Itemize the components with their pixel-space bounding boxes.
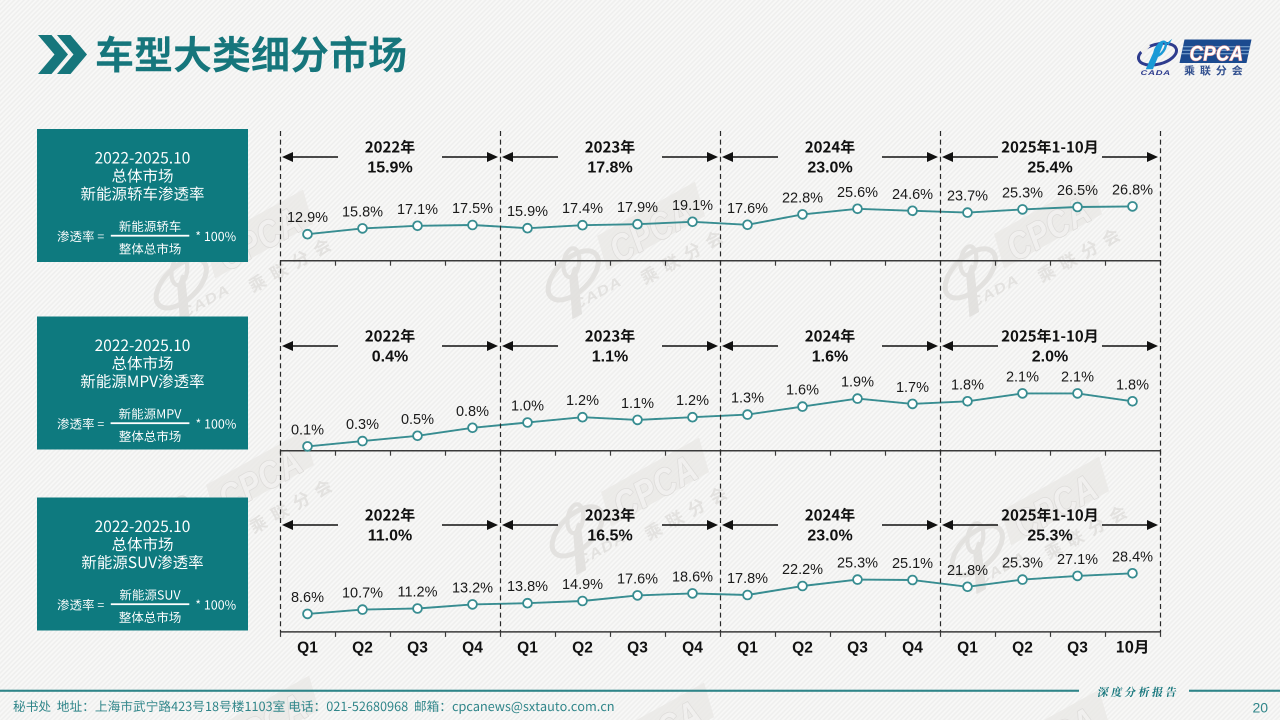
svg-text:17.8%: 17.8%: [727, 571, 768, 587]
svg-text:11.2%: 11.2%: [397, 585, 437, 601]
svg-text:Q1: Q1: [957, 640, 978, 657]
svg-text:17.4%: 17.4%: [562, 201, 603, 217]
svg-text:Q1: Q1: [737, 640, 758, 657]
svg-text:0.3%: 0.3%: [346, 417, 379, 433]
svg-text:Q2: Q2: [572, 640, 593, 657]
svg-text:24.6%: 24.6%: [892, 187, 933, 203]
svg-text:Q4: Q4: [682, 640, 703, 657]
svg-text:1.1%: 1.1%: [592, 349, 628, 366]
svg-text:1.3%: 1.3%: [731, 391, 764, 407]
svg-text:1.1%: 1.1%: [621, 396, 654, 412]
svg-text:1.6%: 1.6%: [812, 349, 848, 366]
svg-text:17.8%: 17.8%: [587, 160, 632, 177]
svg-text:1.0%: 1.0%: [511, 399, 544, 415]
svg-text:Q3: Q3: [847, 640, 868, 657]
svg-text:1.2%: 1.2%: [566, 393, 599, 409]
svg-text:15.9%: 15.9%: [367, 160, 412, 177]
svg-text:1.7%: 1.7%: [896, 380, 929, 396]
svg-text:2.0%: 2.0%: [1032, 349, 1068, 366]
svg-text:2.1%: 2.1%: [1006, 369, 1039, 385]
svg-text:18.6%: 18.6%: [672, 569, 713, 585]
svg-text:Q3: Q3: [1067, 640, 1088, 657]
svg-text:Q2: Q2: [1012, 640, 1033, 657]
svg-text:1.2%: 1.2%: [676, 393, 709, 409]
svg-text:17.6%: 17.6%: [617, 571, 658, 587]
svg-text:1.9%: 1.9%: [841, 375, 874, 391]
svg-text:Q3: Q3: [627, 640, 648, 657]
svg-text:Q1: Q1: [297, 640, 318, 657]
svg-text:25.3%: 25.3%: [837, 556, 878, 572]
svg-text:19.1%: 19.1%: [672, 198, 713, 214]
svg-text:28.4%: 28.4%: [1112, 549, 1153, 565]
svg-text:25.3%: 25.3%: [1002, 556, 1043, 572]
svg-text:21.8%: 21.8%: [947, 563, 988, 579]
svg-text:14.9%: 14.9%: [562, 577, 603, 593]
svg-text:1.8%: 1.8%: [951, 377, 984, 393]
svg-text:10.7%: 10.7%: [342, 586, 383, 602]
svg-text:0.5%: 0.5%: [401, 412, 434, 428]
svg-text:Q2: Q2: [792, 640, 813, 657]
svg-text:25.4%: 25.4%: [1027, 160, 1072, 177]
svg-text:25.3%: 25.3%: [1027, 528, 1072, 545]
svg-text:Q4: Q4: [462, 640, 483, 657]
svg-text:22.2%: 22.2%: [782, 562, 823, 578]
svg-text:23.0%: 23.0%: [807, 528, 852, 545]
svg-text:27.1%: 27.1%: [1057, 552, 1098, 568]
svg-text:Q3: Q3: [407, 640, 428, 657]
svg-text:25.6%: 25.6%: [837, 185, 878, 201]
svg-text:17.5%: 17.5%: [452, 201, 493, 217]
svg-text:26.5%: 26.5%: [1057, 183, 1098, 199]
svg-text:1.8%: 1.8%: [1116, 377, 1149, 393]
svg-text:2.1%: 2.1%: [1061, 369, 1094, 385]
svg-text:0.8%: 0.8%: [456, 404, 489, 420]
svg-text:17.1%: 17.1%: [397, 202, 438, 218]
svg-text:15.8%: 15.8%: [342, 204, 383, 220]
svg-text:17.6%: 17.6%: [727, 201, 768, 217]
svg-text:8.6%: 8.6%: [291, 590, 324, 606]
svg-text:0.1%: 0.1%: [291, 422, 324, 438]
svg-text:Q1: Q1: [517, 640, 538, 657]
svg-text:13.2%: 13.2%: [452, 580, 493, 596]
svg-text:16.5%: 16.5%: [587, 528, 632, 545]
svg-text:Q2: Q2: [352, 640, 373, 657]
svg-text:15.9%: 15.9%: [507, 204, 548, 220]
svg-text:1.6%: 1.6%: [786, 383, 819, 399]
svg-text:13.8%: 13.8%: [507, 579, 548, 595]
svg-text:20: 20: [1253, 700, 1269, 716]
svg-text:26.8%: 26.8%: [1112, 182, 1153, 198]
svg-text:25.1%: 25.1%: [892, 556, 933, 572]
svg-text:12.9%: 12.9%: [287, 210, 328, 226]
svg-text:23.0%: 23.0%: [807, 160, 852, 177]
svg-text:0.4%: 0.4%: [372, 349, 408, 366]
svg-text:17.9%: 17.9%: [617, 200, 658, 216]
svg-text:Q4: Q4: [902, 640, 923, 657]
svg-text:25.3%: 25.3%: [1002, 185, 1043, 201]
svg-text:22.8%: 22.8%: [782, 190, 823, 206]
svg-text:23.7%: 23.7%: [947, 189, 988, 205]
svg-text:11.0%: 11.0%: [368, 528, 412, 545]
